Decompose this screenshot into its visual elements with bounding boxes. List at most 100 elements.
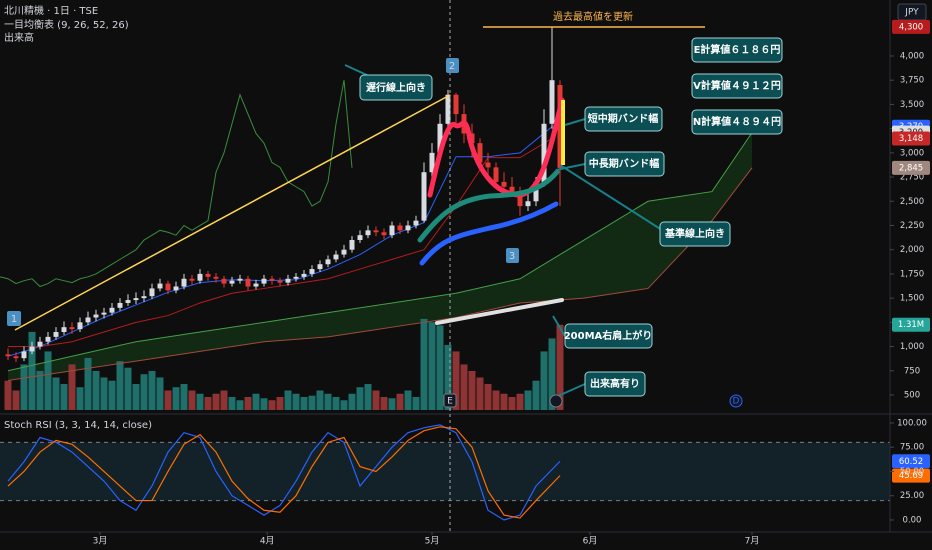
candle-body xyxy=(165,283,171,291)
volume-bar xyxy=(236,400,244,410)
volume-bar xyxy=(516,393,524,410)
volume-bar xyxy=(220,390,228,410)
price-badge-label: 2,845 xyxy=(899,163,923,173)
candle-body xyxy=(453,94,459,115)
candle-body xyxy=(269,278,275,281)
marker-text: 2 xyxy=(449,61,455,72)
note-text: E計算値６１８６円 xyxy=(694,43,781,56)
drawings: 遅行線上向き 短中期バンド幅 中長期バンド幅 基準線上向き 200MA右肩上がり… xyxy=(7,10,783,408)
volume-bar xyxy=(156,377,164,410)
candle-body xyxy=(93,314,99,318)
y-tick-label: 2,000 xyxy=(900,245,924,255)
volume-bar xyxy=(324,393,332,410)
volume-bar xyxy=(468,370,476,410)
short-band-curve xyxy=(427,97,565,198)
volume-bar xyxy=(28,331,36,410)
y-tick-label: 75.00 xyxy=(900,443,924,453)
volume-bar xyxy=(68,364,76,410)
cloud xyxy=(8,132,752,381)
candle-body xyxy=(557,85,563,168)
candle-body xyxy=(293,276,299,279)
pointer xyxy=(559,164,666,233)
candle-body xyxy=(237,278,243,281)
pointer xyxy=(564,118,586,126)
candle-body xyxy=(349,240,355,250)
note-text: V計算値４９１２円 xyxy=(693,79,781,92)
volume-bar xyxy=(260,398,268,410)
x-tick-label: 5月 xyxy=(425,536,440,547)
candle-body xyxy=(213,276,219,279)
candle-body xyxy=(21,351,27,359)
volume-bar xyxy=(292,393,300,410)
volume-bar xyxy=(444,344,452,410)
y-tick-label: 2,500 xyxy=(900,197,924,207)
candle-body xyxy=(429,152,435,173)
candle-body xyxy=(29,346,35,352)
x-tick-label: 4月 xyxy=(260,536,275,547)
candle-body xyxy=(53,332,59,337)
volume-bar xyxy=(476,377,484,410)
price-badge-label: 4,300 xyxy=(899,22,923,32)
candle-body xyxy=(477,143,483,163)
volume-bar xyxy=(348,393,356,410)
candle-body xyxy=(373,230,379,233)
event-text[interactable]: D xyxy=(733,397,740,407)
volume-bar xyxy=(76,387,84,410)
currency[interactable]: JPY xyxy=(904,8,919,18)
event-icon[interactable] xyxy=(549,394,563,408)
volume-bar xyxy=(140,374,148,410)
marker-text: 1 xyxy=(11,314,17,325)
candle-body xyxy=(421,172,427,221)
candle-body xyxy=(341,249,347,255)
volume-bar xyxy=(380,396,388,410)
candle-body xyxy=(77,322,83,330)
note: 200MA右肩上がり xyxy=(564,323,653,349)
price-badge xyxy=(892,317,930,332)
y-tick-label: 25.00 xyxy=(900,491,924,501)
y-tick-label: 2,250 xyxy=(900,221,924,231)
y-tick-label: 3,500 xyxy=(900,100,924,110)
candle-body xyxy=(413,220,419,226)
volume-bar xyxy=(412,396,420,410)
event-badge[interactable] xyxy=(443,393,457,408)
volume-bar xyxy=(500,393,508,410)
note: V計算値４９１２円 xyxy=(691,73,783,99)
mid-band-curve xyxy=(417,169,560,243)
volume-bar xyxy=(100,377,108,410)
volume-bar xyxy=(116,361,124,410)
candle-body xyxy=(509,186,515,192)
event-badge[interactable] xyxy=(729,394,743,408)
candle-body xyxy=(173,286,179,291)
stoch-line xyxy=(7,424,561,521)
volume-bar xyxy=(492,390,500,410)
candle-body xyxy=(277,280,283,283)
marker-text: 3 xyxy=(509,251,515,262)
volume-bar xyxy=(556,324,564,410)
indicator-line xyxy=(7,132,753,372)
note: 出来高有り xyxy=(584,371,646,397)
candle-body xyxy=(45,336,51,342)
note: 遅行線上向き xyxy=(359,74,433,101)
candle-body xyxy=(37,341,43,347)
volume-bar xyxy=(460,364,468,410)
volume-bar xyxy=(364,383,372,410)
volume-bar xyxy=(20,364,28,410)
marker-box xyxy=(446,58,459,73)
candle-body xyxy=(549,80,555,124)
volume-bar xyxy=(180,383,188,410)
volume-bar xyxy=(540,351,548,410)
indicator-line xyxy=(7,167,753,381)
candle-body xyxy=(357,235,363,241)
volume-bar xyxy=(508,396,516,410)
event-text[interactable]: E xyxy=(447,397,453,407)
value-badge-label: 45.69 xyxy=(899,471,923,481)
note-text: 出来高有り xyxy=(590,377,640,390)
y-tick-label: 750 xyxy=(904,366,920,376)
volume-bar xyxy=(268,400,276,410)
volume-bar xyxy=(84,357,92,410)
indicator-label: 一目均衡表 (9, 26, 52, 26) xyxy=(4,18,129,31)
y-tick-label: 2,750 xyxy=(900,173,924,183)
band-fill xyxy=(0,442,890,501)
marker-box xyxy=(7,311,21,326)
volume-bar xyxy=(332,396,340,410)
